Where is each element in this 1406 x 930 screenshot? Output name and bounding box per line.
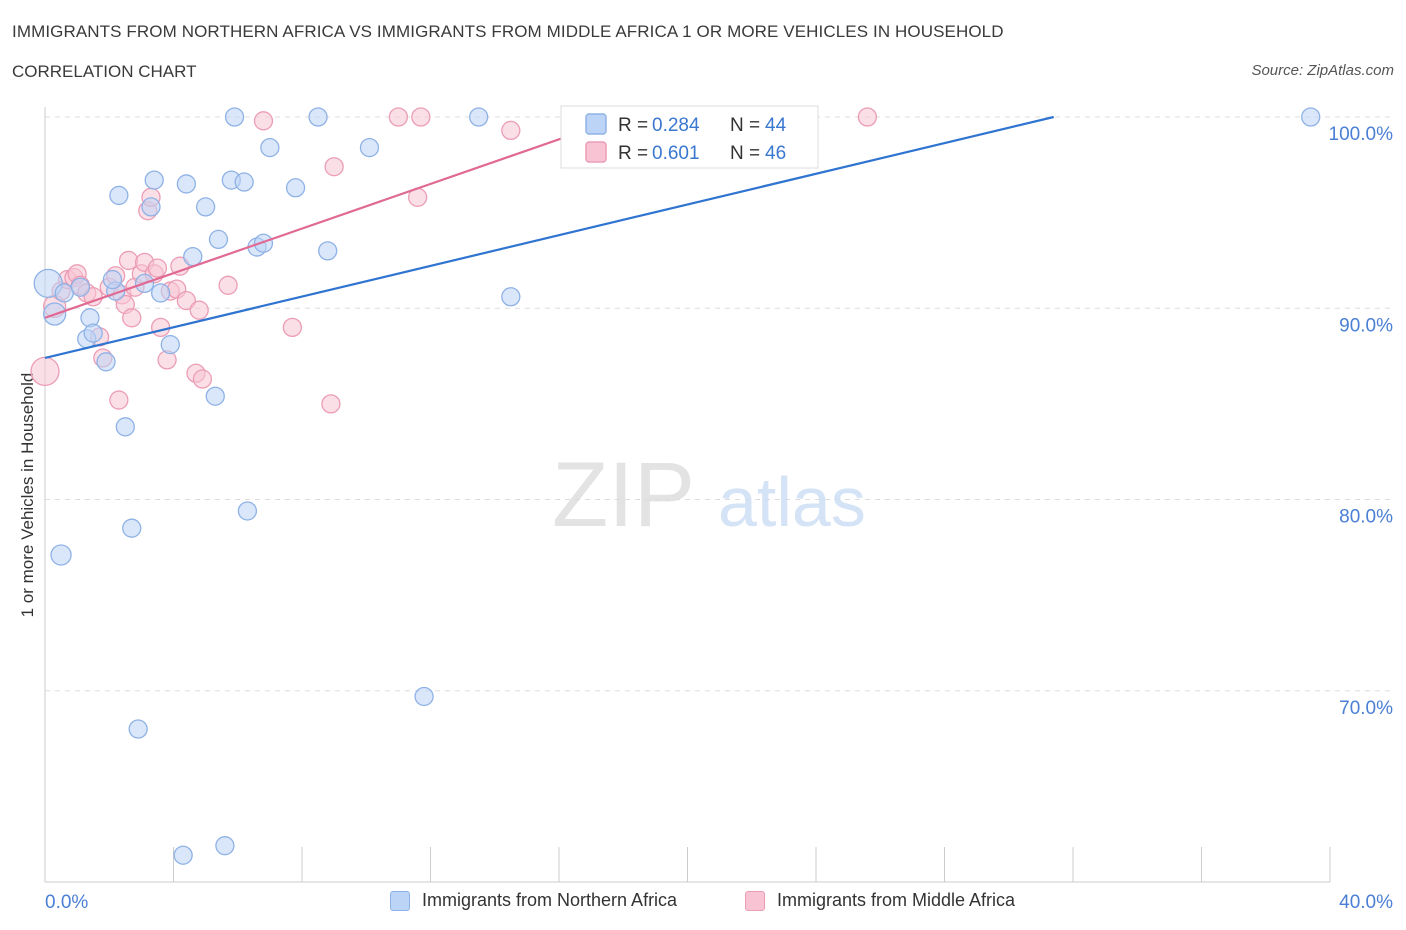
northern-africa-point — [50, 544, 72, 566]
x-tick-label: 0.0% — [45, 892, 88, 913]
northern-africa-point — [208, 229, 229, 250]
tick-labels: 100.0% 90.0% 80.0% 70.0% 0.0% 40.0% — [45, 124, 1393, 913]
legend-blue-n-label: N = — [730, 115, 760, 136]
y-tick-label: 100.0% — [1329, 124, 1394, 145]
northern-africa-point — [501, 287, 521, 307]
northern-africa-point — [150, 283, 171, 303]
middle-africa-trend-line — [44, 115, 624, 319]
northern-africa-point — [1301, 107, 1321, 127]
legend-pink-r-label: R = — [618, 143, 648, 164]
series-legend: Immigrants from Northern Africa Immigran… — [0, 890, 1406, 916]
middle-africa-point — [282, 317, 303, 338]
middle-africa-point — [30, 356, 60, 387]
legend-label-middle-africa: Immigrants from Middle Africa — [777, 890, 1016, 910]
northern-africa-point — [318, 241, 338, 261]
northern-africa-point — [414, 686, 434, 707]
northern-africa-point — [128, 719, 148, 739]
northern-africa-trend-line — [44, 115, 1054, 360]
legend-swatch-pink — [745, 890, 765, 911]
watermark-atlas: atlas — [718, 463, 866, 541]
northern-africa-point — [122, 518, 142, 538]
legend-swatch-blue — [390, 890, 410, 911]
y-tick-label: 80.0% — [1339, 507, 1393, 528]
middle-africa-point — [176, 290, 197, 311]
middle-africa-point — [321, 394, 341, 414]
legend-item-northern-africa: Immigrants from Northern Africa — [390, 890, 677, 911]
middle-africa-point — [109, 390, 129, 410]
middle-africa-point — [218, 275, 238, 295]
northern-africa-point — [160, 334, 180, 355]
northern-africa-point — [54, 283, 74, 303]
middle-africa-point — [189, 300, 209, 320]
northern-africa-point — [195, 197, 216, 217]
northern-africa-point — [260, 137, 280, 158]
northern-africa-point — [102, 269, 123, 290]
northern-africa-point — [237, 501, 258, 521]
middle-africa-point — [411, 107, 431, 127]
legend-pink-n-value: 46 — [765, 143, 786, 164]
middle-africa-point — [324, 157, 344, 177]
northern-africa-point — [173, 845, 193, 865]
middle-africa-point — [150, 317, 171, 338]
northern-africa-point — [359, 137, 380, 158]
y-tick-label: 70.0% — [1339, 698, 1393, 719]
northern-africa-point — [215, 836, 235, 856]
x-tick-label: 40.0% — [1339, 892, 1393, 913]
northern-africa-point — [205, 386, 225, 406]
northern-africa-point — [115, 417, 135, 437]
legend-item-middle-africa: Immigrants from Middle Africa — [745, 890, 1015, 911]
chart-subtitle: CORRELATION CHART — [12, 62, 197, 81]
legend-pink-swatch — [585, 141, 607, 163]
watermark-zip: ZIP — [552, 444, 695, 546]
watermark: ZIP atlas — [552, 444, 866, 546]
stats-legend: R = 0.284 N = 44 R = 0.601 N = 46 — [560, 105, 819, 169]
legend-blue-n-value: 44 — [765, 115, 787, 136]
middle-africa-point — [122, 308, 142, 328]
legend-blue-swatch — [585, 113, 607, 135]
middle-africa-point — [388, 107, 409, 127]
northern-africa-point — [183, 246, 203, 267]
middle-africa-point — [501, 120, 521, 141]
northern-africa-point — [70, 277, 90, 297]
northern-africa-point — [96, 352, 116, 372]
chart-title: IMMIGRANTS FROM NORTHERN AFRICA VS IMMIG… — [12, 22, 1004, 41]
northern-africa-point — [308, 107, 328, 127]
northern-africa-point — [141, 197, 161, 217]
legend-blue-r-label: R = — [618, 115, 648, 136]
northern-africa-point — [83, 323, 103, 343]
middle-africa-point — [253, 111, 274, 131]
middle-africa-point — [83, 287, 103, 307]
series-middle-africa-points — [30, 107, 878, 414]
northern-africa-point — [253, 233, 274, 253]
middle-africa-point — [192, 369, 213, 389]
northern-africa-point — [224, 107, 245, 127]
northern-africa-point — [144, 170, 164, 190]
middle-africa-point — [118, 250, 139, 271]
northern-africa-point — [109, 185, 129, 206]
northern-africa-point — [234, 172, 254, 192]
y-tick-label: 90.0% — [1339, 315, 1393, 336]
middle-africa-point — [147, 258, 168, 278]
northern-africa-point — [176, 174, 197, 194]
middle-africa-point — [170, 256, 190, 276]
source-label: Source: ZipAtlas.com — [1251, 62, 1394, 79]
legend-blue-r-value: 0.284 — [652, 115, 700, 136]
middle-africa-point — [857, 107, 878, 127]
northern-africa-point — [469, 107, 489, 127]
legend-pink-n-label: N = — [730, 143, 760, 164]
northern-africa-point — [285, 178, 306, 198]
trend-lines — [44, 115, 1054, 360]
legend-pink-r-value: 0.601 — [652, 143, 700, 164]
legend-label-northern-africa: Immigrants from Northern Africa — [422, 890, 678, 910]
